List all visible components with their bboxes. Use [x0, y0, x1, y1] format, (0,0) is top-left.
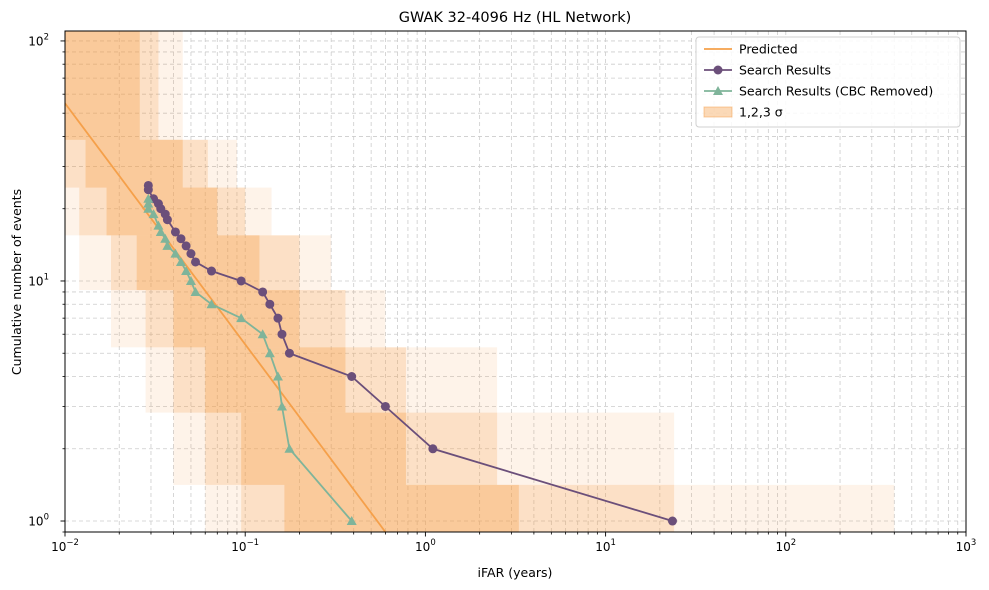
series-2: [143, 193, 357, 526]
legend-label: Search Results (CBC Removed): [739, 84, 933, 99]
data-point: [176, 234, 186, 244]
data-point: [191, 257, 201, 267]
sigma-3-band-step: [173, 412, 675, 485]
sigma-2-band-step: [65, 139, 208, 188]
data-point: [170, 248, 181, 258]
legend-box: [695, 36, 961, 128]
sigma-2-band-step: [205, 412, 498, 485]
data-point: [148, 209, 159, 219]
sigma-3-band-step: [205, 484, 895, 532]
y-ticks: 100 101 102: [28, 32, 65, 533]
y-tick-label: 102: [28, 32, 49, 48]
data-point: [347, 371, 357, 381]
data-point: [277, 329, 287, 339]
data-point: [155, 226, 166, 236]
x-tick-label: 103: [956, 538, 977, 554]
legend-label: Search Results: [739, 63, 831, 78]
legend-item: 1,2,3 σ: [703, 105, 783, 120]
data-point: [276, 401, 287, 411]
sigma-2-band-step: [65, 31, 159, 140]
data-point: [264, 348, 275, 358]
data-point: [258, 287, 268, 297]
sigma-2-band-step: [241, 484, 675, 532]
x-tick-label: 10−2: [51, 538, 79, 554]
data-point: [206, 299, 217, 309]
data-point: [162, 215, 172, 225]
predicted-line: [65, 102, 387, 532]
data-point: [265, 299, 275, 309]
legend-marker-circle: [713, 65, 723, 75]
data-point: [160, 233, 171, 243]
data-point: [170, 227, 180, 237]
sigma-2-band-step: [173, 347, 406, 413]
x-tick-label: 102: [775, 538, 796, 554]
data-point: [181, 266, 192, 276]
y-tick-label: 101: [28, 272, 49, 288]
x-ticks: 10−2 10−1 100 101 102 103: [51, 532, 976, 554]
sigma-1-band-step: [284, 484, 519, 532]
x-tick-label: 10−1: [231, 538, 259, 554]
legend: Predicted Search Results Search Results (C…: [695, 36, 961, 128]
sigma-3-band-step: [65, 31, 183, 140]
data-point: [143, 203, 154, 213]
legend-item: Search Results: [704, 63, 831, 78]
data-point: [185, 275, 196, 285]
legend-marker-triangle: [713, 86, 723, 95]
data-point: [284, 443, 295, 453]
y-tick-label: 100: [28, 513, 49, 529]
sigma-3-band-step: [111, 290, 386, 348]
legend-patch-swatch: [703, 106, 733, 118]
plot-area: 10−2 10−1 100 101 102 103 100 101 102: [28, 30, 976, 554]
sigma-2-band-step: [145, 290, 346, 348]
data-point: [181, 241, 191, 251]
x-tick-label: 101: [595, 538, 616, 554]
sigma-2-band-step: [111, 235, 300, 291]
data-point: [236, 276, 246, 286]
sigma-1-band-step: [65, 31, 140, 140]
data-point: [206, 266, 216, 276]
legend-item: Search Results (CBC Removed): [704, 84, 933, 99]
series-1: [143, 180, 677, 526]
data-point: [346, 516, 357, 526]
data-point: [143, 185, 153, 195]
x-axis-label: iFAR (years): [478, 565, 553, 580]
legend-label: 1,2,3 σ: [739, 105, 783, 120]
data-point: [143, 198, 154, 208]
sigma-1-band-step: [85, 139, 183, 188]
data-point: [143, 193, 154, 203]
data-point: [284, 348, 294, 358]
data-point: [162, 240, 173, 250]
legend-label: Predicted: [739, 42, 798, 57]
legend-item: Predicted: [704, 42, 798, 57]
sigma-3-band-step: [65, 139, 237, 188]
data-point: [236, 313, 247, 323]
data-point: [380, 401, 390, 411]
x-tick-label: 100: [415, 538, 436, 554]
data-point: [667, 516, 677, 526]
data-point: [186, 249, 196, 259]
data-point: [273, 313, 283, 323]
sigma-3-band-step: [79, 235, 332, 291]
plot-frame: [64, 30, 967, 533]
data-point: [257, 329, 268, 339]
y-axis-label: Cumulative number of events: [9, 189, 24, 375]
data-point: [175, 256, 186, 266]
sigma-3-band-step: [145, 347, 498, 413]
chart-title: GWAK 32-4096 Hz (HL Network): [399, 10, 632, 26]
data-point: [190, 286, 201, 296]
data-point: [428, 444, 438, 454]
data-point: [272, 371, 283, 381]
